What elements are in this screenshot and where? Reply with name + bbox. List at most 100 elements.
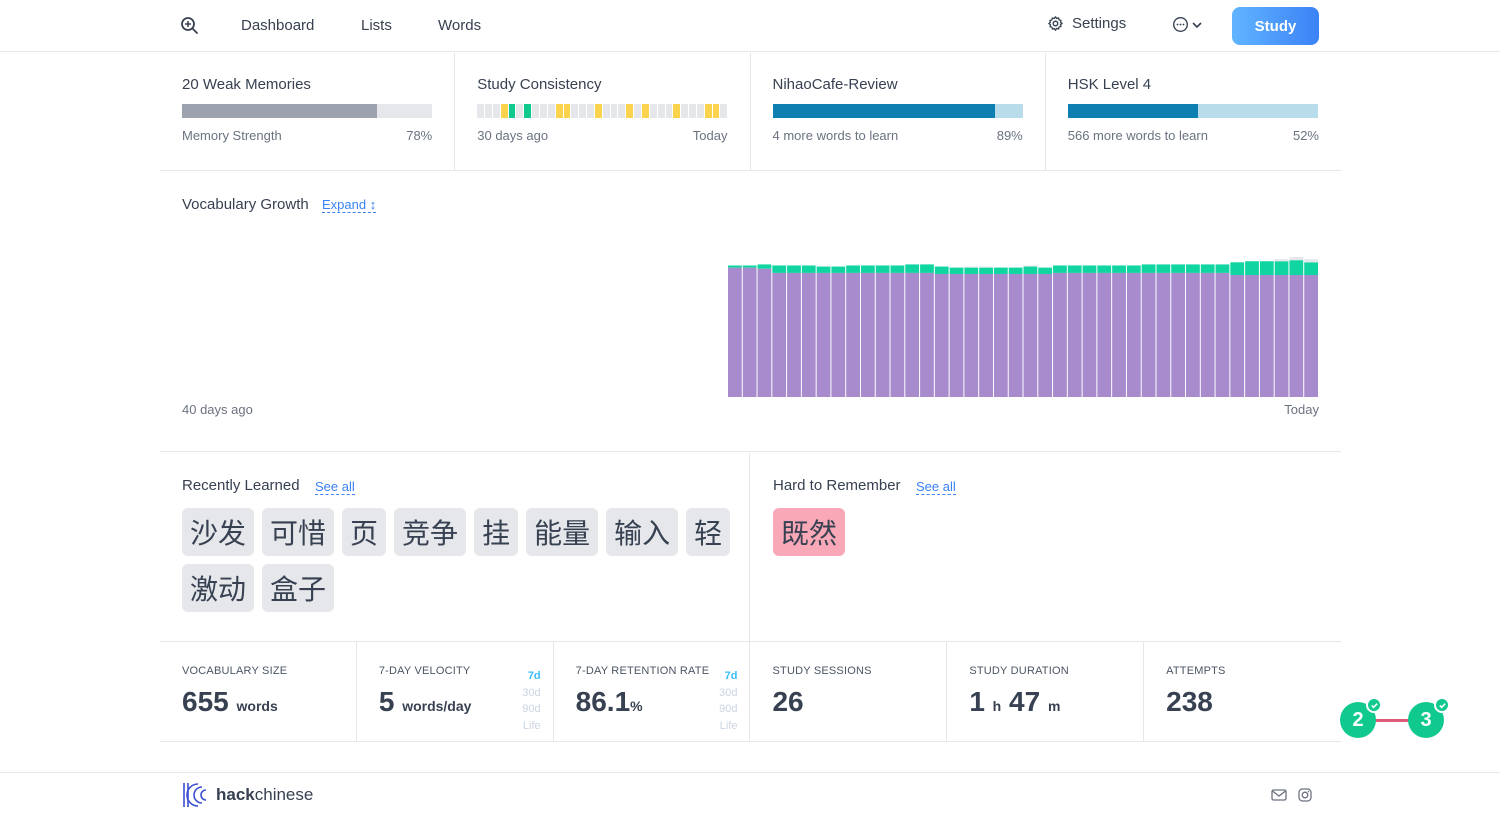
chart-bar-segment [757,264,772,269]
chart-bar-segment [772,265,787,273]
word-chip[interactable]: 输入 [606,508,679,556]
search-zoom-icon[interactable] [180,16,200,36]
chart-bar-segment [728,265,742,268]
range-30d[interactable]: 30d [719,686,738,699]
chart-bar-segment [1038,267,1053,274]
card-right-label: Today [692,128,728,143]
chart-bar-segment [905,272,920,397]
hackchinese-logo[interactable]: hackchinese [182,782,313,808]
chart-bar-segment [860,272,875,397]
chart-bar-segment [1038,273,1053,397]
chart-bar-segment [1067,265,1082,273]
chart-bar-segment [1304,259,1319,263]
instagram-icon[interactable] [1298,788,1312,802]
chart-bar-segment [1008,273,1023,397]
chart-bar-segment [816,266,831,273]
stat-vocabulary-size: VOCABULARY SIZE 655 words [160,642,357,742]
badge-3[interactable]: 3 [1408,697,1450,738]
weak-memories-card[interactable]: 20 Weak Memories Memory Strength 78% [160,53,456,170]
consistency-day [673,104,681,118]
value-number: 655 [182,686,229,717]
consistency-day [610,104,618,118]
range-90d[interactable]: 90d [719,703,738,715]
chart-bar-segment [787,265,801,273]
badge-connector [1374,719,1426,722]
hard-word-chip[interactable]: 既然 [773,508,846,556]
range-7d[interactable]: 7d [724,670,738,682]
chart-bar-segment [1171,264,1186,273]
study-button[interactable]: Study [1232,7,1319,45]
word-chip[interactable]: 竞争 [394,508,467,556]
brand-name: hackchinese [216,785,313,805]
range-30d[interactable]: 30d [522,686,541,699]
see-all-hard-link[interactable]: See all [916,479,956,495]
stat-study-sessions: STUDY SESSIONS 26 [750,642,948,742]
stat-7-day-velocity: 7-DAY VELOCITY 5 words/day 7d 30d 90d Li… [357,642,554,742]
value-unit: words/day [402,698,472,714]
chart-bar-segment [1289,275,1304,397]
stat-label: 7-DAY RETENTION RATE [575,665,710,677]
range-90d[interactable]: 90d [522,703,541,715]
see-all-recent-link[interactable]: See all [315,479,355,495]
mail-icon[interactable] [1271,788,1287,802]
stat-value: 26 [772,686,804,717]
chart-bar-segment [1304,262,1319,276]
range-7d[interactable]: 7d [527,670,541,682]
hard-to-remember-panel: Hard to Remember See all 既然 [751,453,1341,641]
consistency-day [571,104,579,118]
minutes-number: 47 [1009,686,1041,717]
check-icon [1434,697,1450,713]
range-life[interactable]: Life [719,719,738,732]
word-chip[interactable]: 激动 [182,564,255,612]
settings-link[interactable]: Settings [1047,15,1126,32]
chart-bar-segment [875,265,890,273]
word-chip[interactable]: 能量 [526,508,599,556]
consistency-day [634,104,641,118]
word-chip[interactable]: 可惜 [262,508,335,556]
chart-bar-segment [757,268,772,397]
chart-bar-segment [1156,272,1171,397]
value-number: 5 [378,686,395,717]
chart-bar-segment [1112,265,1126,273]
chart-bar-segment [846,265,860,273]
consistency-day [712,104,720,118]
stat-label: 7-DAY VELOCITY [378,665,471,677]
word-chip[interactable]: 页 [342,508,387,556]
word-chip[interactable]: 挂 [474,508,519,556]
chart-bar-segment [890,272,905,397]
card-title: HSK Level 4 [1067,76,1152,93]
nav-words-link[interactable]: Words [438,17,482,34]
card-percent: 89% [996,128,1023,143]
word-chip[interactable]: 轻 [686,508,731,556]
chart-bar-segment [831,272,846,397]
word-chip[interactable]: 盒子 [262,564,335,612]
streak-badges[interactable]: 2 3 [1340,697,1450,742]
consistency-day [641,104,649,118]
consistency-day [555,104,563,118]
chart-bar-segment [801,272,816,397]
hsk-level-4-card[interactable]: HSK Level 4 566 more words to learn 52% [1046,53,1341,170]
badge-number: 3 [1420,708,1432,731]
expand-label: Expand [322,197,367,212]
nihaocafe-review-card[interactable]: NihaoCafe-Review 4 more words to learn 8… [751,53,1046,170]
nav-dashboard-link[interactable]: Dashboard [241,17,315,34]
more-menu[interactable] [1172,16,1203,33]
consistency-day [516,104,524,118]
chart-bar-segment [920,264,934,273]
consistency-day [524,104,532,118]
chart-bar-segment [1082,272,1097,397]
vocabulary-growth-chart [728,257,1319,397]
chart-bar-segment [920,272,934,397]
range-life[interactable]: Life [522,719,541,732]
badge-2[interactable]: 2 [1340,697,1382,738]
nav-lists-link[interactable]: Lists [361,17,392,34]
consistency-day [587,104,594,118]
expand-link[interactable]: Expand ↕ [322,197,377,213]
logo-mark-icon [183,783,207,807]
word-chip[interactable]: 沙发 [182,508,255,556]
stat-label: VOCABULARY SIZE [182,665,288,677]
chart-bar-segment [1082,265,1097,273]
consistency-day [618,104,626,118]
badge-number: 2 [1352,708,1364,731]
study-consistency-card[interactable]: Study Consistency 30 days ago Today [455,53,751,170]
